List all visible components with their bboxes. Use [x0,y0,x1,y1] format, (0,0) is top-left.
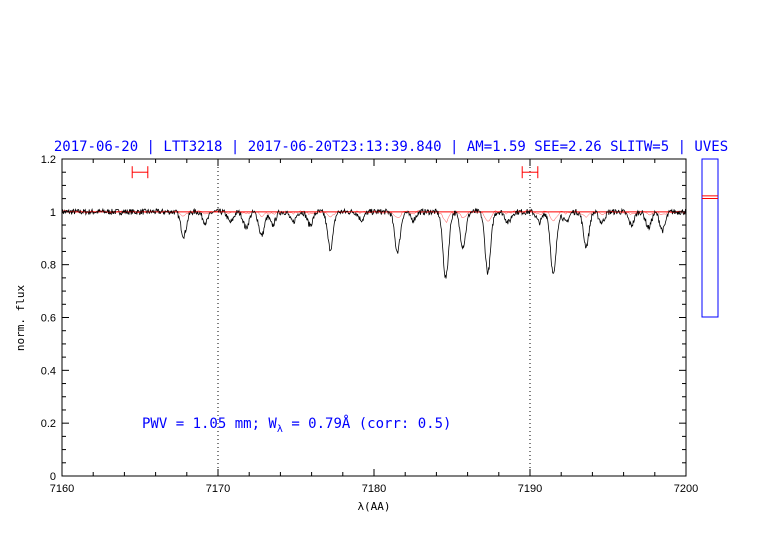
side-panel-frame [701,158,719,318]
x-tick-label: 7170 [206,483,230,495]
pwv-annotation-subscript: λ [277,424,283,435]
x-tick-label: 7190 [518,483,542,495]
y-tick-labels: 0 0.2 0.4 0.6 0.8 1 1.2 [41,154,56,483]
spectrum-line [61,207,687,279]
x-tick-label: 7160 [50,483,74,495]
x-axis-label: λ(AA) [357,500,390,513]
axis-ticks [61,158,687,477]
fit-windows [131,166,539,179]
fit-overlay-line [61,210,685,224]
y-tick-label: 0.8 [41,260,56,272]
pwv-annotation: PWV = 1.05 mm; Wλ = 0.79Å (corr: 0.5) [142,415,451,435]
y-tick-label: 1.2 [41,154,56,166]
x-tick-label: 7180 [362,483,386,495]
y-tick-label: 0 [50,471,56,483]
y-tick-label: 0.2 [41,418,56,430]
chart-title: 2017-06-20 | LTT3218 | 2017-06-20T23:13:… [54,139,728,155]
pwv-annotation-prefix: PWV = 1.05 mm; W [142,416,277,432]
y-axis-label: norm. flux [14,285,27,352]
spectrum-series [61,207,687,279]
side-panel [701,158,719,318]
y-tick-label: 0.4 [41,365,56,377]
x-tick-label: 7200 [674,483,698,495]
y-tick-label: 0.6 [41,313,56,325]
y-tick-label: 1 [50,207,56,219]
x-tick-labels: 7160 7170 7180 7190 7200 [50,483,698,495]
pwv-annotation-suffix: = 0.79Å (corr: 0.5) [283,415,452,432]
